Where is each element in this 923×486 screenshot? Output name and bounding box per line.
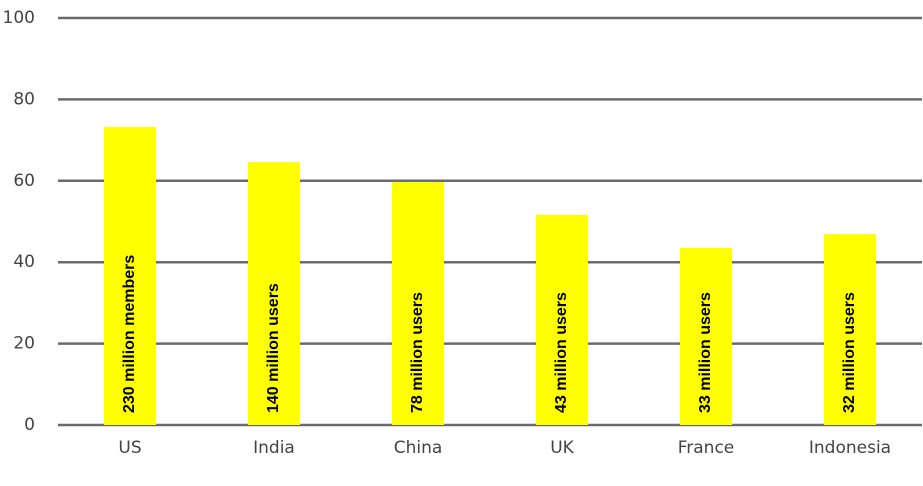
bar-annotation: 33 million users bbox=[697, 292, 714, 413]
bar-annotation: 140 million users bbox=[265, 283, 282, 413]
y-tick-label: 60 bbox=[13, 171, 35, 191]
y-tick-label: 0 bbox=[24, 415, 35, 435]
y-tick-label: 100 bbox=[3, 8, 35, 28]
bar bbox=[536, 214, 588, 425]
x-tick-label: China bbox=[394, 438, 443, 458]
bar-annotation: 43 million users bbox=[553, 292, 570, 413]
y-tick-label: 80 bbox=[13, 89, 35, 109]
x-tick-label: Indonesia bbox=[809, 438, 891, 458]
bar bbox=[824, 234, 876, 425]
bar-annotation: 230 million members bbox=[121, 255, 138, 413]
x-tick-label: UK bbox=[550, 438, 574, 458]
x-tick-label: India bbox=[253, 438, 295, 458]
bar-annotation: 32 million users bbox=[841, 292, 858, 413]
y-tick-label: 40 bbox=[13, 252, 35, 272]
bar bbox=[680, 247, 732, 425]
bar bbox=[248, 162, 300, 425]
bar bbox=[104, 127, 156, 426]
y-tick-label: 20 bbox=[13, 334, 35, 354]
bar bbox=[392, 182, 444, 425]
bar-annotation: 78 million users bbox=[409, 292, 426, 413]
x-tick-label: US bbox=[118, 438, 141, 458]
x-tick-label: France bbox=[678, 438, 735, 458]
